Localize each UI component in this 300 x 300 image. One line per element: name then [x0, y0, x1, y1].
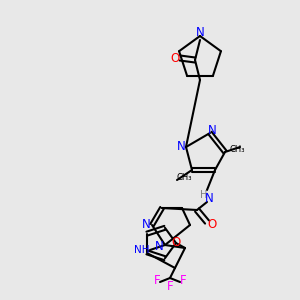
Text: N: N	[196, 26, 204, 40]
Text: N: N	[205, 191, 213, 205]
Text: N: N	[208, 124, 216, 136]
Text: F: F	[167, 280, 173, 292]
Text: CH₃: CH₃	[229, 146, 245, 154]
Text: N: N	[154, 241, 164, 254]
Text: F: F	[180, 274, 186, 286]
Text: N: N	[177, 140, 185, 154]
Text: H: H	[200, 190, 208, 200]
Text: F: F	[154, 274, 160, 286]
Text: NH: NH	[134, 245, 150, 255]
Text: O: O	[207, 218, 217, 230]
Text: O: O	[171, 236, 181, 250]
Text: CH₃: CH₃	[176, 173, 192, 182]
Text: O: O	[170, 52, 180, 64]
Text: N: N	[142, 218, 150, 232]
